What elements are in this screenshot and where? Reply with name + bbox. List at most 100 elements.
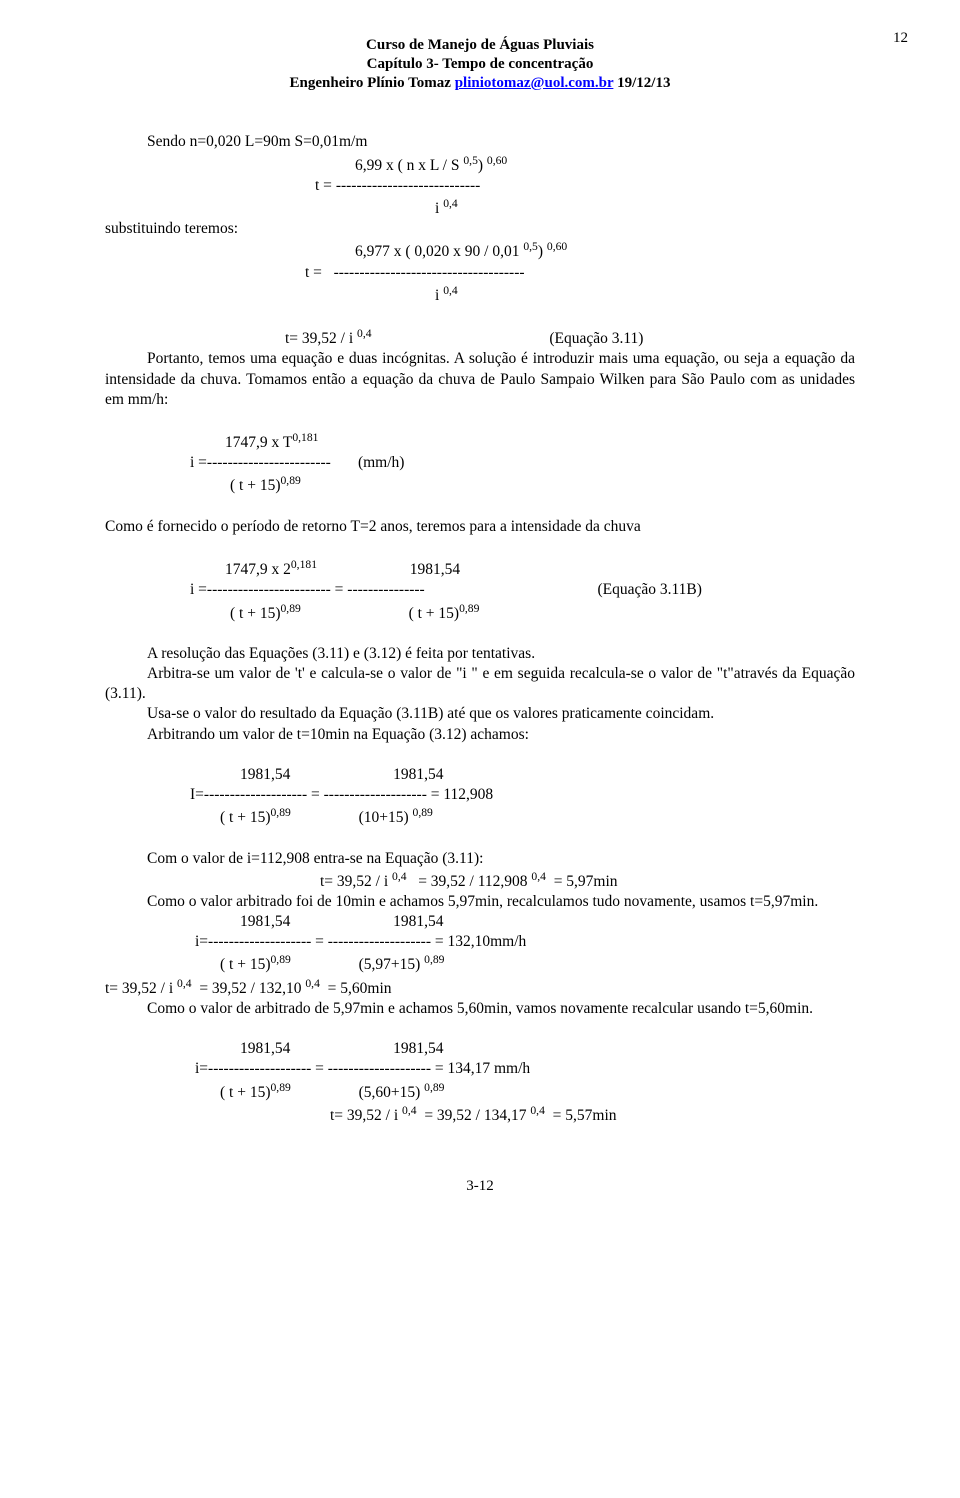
- superscript: 0,181: [291, 558, 317, 571]
- text: i=-------------------- = ---------------…: [195, 1060, 530, 1077]
- page-number: 12: [893, 30, 908, 47]
- paragraph: Como é fornecido o período de retorno T=…: [105, 517, 855, 537]
- text: t= 39,52 / i: [320, 873, 392, 890]
- formula-line: i=-------------------- = ---------------…: [195, 932, 855, 952]
- formula-line: I=-------------------- = ---------------…: [190, 785, 855, 805]
- text: (mm/h): [358, 454, 405, 471]
- formula-line: i =------------------------ (mm/h): [190, 453, 855, 473]
- superscript: 0,60: [547, 240, 567, 253]
- text: ): [538, 243, 547, 260]
- text: 1981,54: [393, 766, 443, 783]
- formula-denominator: ( t + 15)0,89 (5,97+15) 0,89: [220, 952, 855, 975]
- formula-denominator: i 0,4: [435, 283, 855, 306]
- text: = 39,52 / 132,10: [192, 980, 306, 997]
- text: ( t + 15): [230, 478, 281, 495]
- email-link[interactable]: pliniotomaz@uol.com.br: [455, 75, 614, 91]
- header-line-1: Curso de Manejo de Águas Pluviais: [105, 36, 855, 55]
- formula-block: 1981,54 1981,54: [240, 912, 855, 932]
- text: t= 39,52 / i: [330, 1107, 402, 1124]
- paragraph: Arbitra-se um valor de 't' e calcula-se …: [105, 664, 855, 704]
- superscript: 0,5: [523, 240, 538, 253]
- superscript: 0,89: [281, 474, 301, 487]
- equation-label: (Equação 3.11): [549, 330, 643, 347]
- text: = 39,52 / 134,17: [417, 1107, 531, 1124]
- text: ( t + 15): [220, 1084, 271, 1101]
- superscript: 0,4: [357, 327, 372, 340]
- text: 1981,54: [240, 766, 290, 783]
- formula-denominator: ( t + 15)0,89: [230, 473, 855, 496]
- superscript: 0,89: [281, 602, 301, 615]
- paragraph: Sendo n=0,020 L=90m S=0,01m/m: [105, 132, 855, 152]
- text: i =------------------------ = ----------…: [190, 581, 425, 598]
- text: = 5,57min: [545, 1107, 617, 1124]
- superscript: 0,60: [487, 153, 507, 166]
- superscript: 0,89: [271, 953, 291, 966]
- superscript: 0,4: [305, 977, 320, 990]
- superscript: 0,4: [392, 870, 407, 883]
- equation-label: (Equação 3.11B): [597, 581, 701, 598]
- formula-denominator: i 0,4: [435, 196, 855, 219]
- text: t= 39,52 / i: [285, 330, 357, 347]
- document-header: Curso de Manejo de Águas Pluviais Capítu…: [105, 36, 855, 92]
- paragraph: A resolução das Equações (3.11) e (3.12)…: [105, 644, 855, 664]
- equation-line: t= 39,52 / i 0,4 (Equação 3.11): [285, 326, 855, 349]
- text: = 39,52 / 112,908: [407, 873, 532, 890]
- text: = 5,60min: [320, 980, 392, 997]
- superscript: 0,4: [443, 284, 458, 297]
- formula-line: i =------------------------ = ----------…: [190, 580, 855, 600]
- text: ( t + 15): [220, 809, 271, 826]
- formula-denominator: ( t + 15)0,89 ( t + 15)0,89: [230, 601, 855, 624]
- text: ----------------------------: [336, 177, 481, 194]
- superscript: 0,4: [177, 977, 192, 990]
- formula-denominator: ( t + 15)0,89 (10+15) 0,89: [220, 805, 855, 828]
- text: 1747,9 x 2: [225, 561, 291, 578]
- text: 1981,54: [240, 913, 290, 930]
- formula-line: t = ------------------------------------…: [305, 263, 855, 283]
- text: (5,97+15): [359, 957, 425, 974]
- text: t= 39,52 / i: [105, 980, 177, 997]
- formula-block: 6,99 x ( n x L / S 0,5) 0,60: [355, 152, 855, 175]
- paragraph: Arbitrando um valor de t=10min na Equaçã…: [105, 725, 855, 745]
- formula-block: 6,977 x ( 0,020 x 90 / 0,01 0,5) 0,60: [355, 239, 855, 262]
- text: 1981,54: [393, 1040, 443, 1057]
- header-line-2: Capítulo 3- Tempo de concentração: [105, 55, 855, 74]
- text: 1981,54: [240, 1040, 290, 1057]
- formula-numerator: 6,99 x ( n x L / S 0,5) 0,60: [355, 157, 507, 174]
- superscript: 0,89: [459, 602, 479, 615]
- equation-line: t= 39,52 / i 0,4 = 39,52 / 112,908 0,4 =…: [320, 869, 855, 892]
- text: i =------------------------: [190, 454, 331, 471]
- body-content: Sendo n=0,020 L=90m S=0,01m/m 6,99 x ( n…: [105, 132, 855, 1126]
- formula-block: 1981,54 1981,54: [240, 1039, 855, 1059]
- paragraph: Como o valor arbitrado foi de 10min e ac…: [105, 892, 855, 912]
- footer-page-number: 3-12: [105, 1178, 855, 1195]
- text: -------------------------------------: [334, 264, 525, 281]
- text: (5,60+15): [359, 1084, 425, 1101]
- equation-line: t= 39,52 / i 0,4 = 39,52 / 134,17 0,4 = …: [330, 1103, 855, 1126]
- text: 1981,54: [393, 913, 443, 930]
- superscript: 0,89: [271, 806, 291, 819]
- text: ): [478, 157, 487, 174]
- text: I=-------------------- = ---------------…: [190, 786, 493, 803]
- superscript: 0,4: [402, 1104, 417, 1117]
- text: 6,99 x ( n x L / S: [355, 157, 463, 174]
- formula-line: i=-------------------- = ---------------…: [195, 1059, 855, 1079]
- text: 1981,54: [410, 561, 460, 578]
- superscript: 0,4: [443, 197, 458, 210]
- header-prefix: Engenheiro Plínio Tomaz: [290, 75, 455, 91]
- text: i=-------------------- = ---------------…: [195, 933, 526, 950]
- text: ( t + 15): [230, 605, 281, 622]
- superscript: 0,89: [271, 1081, 291, 1094]
- header-date: 19/12/13: [613, 75, 670, 91]
- text: ( t + 15): [409, 605, 460, 622]
- superscript: 0,4: [531, 870, 546, 883]
- paragraph: Com o valor de i=112,908 entra-se na Equ…: [105, 849, 855, 869]
- equation-line: t= 39,52 / i 0,4 = 39,52 / 132,10 0,4 = …: [105, 976, 855, 999]
- text: t =: [315, 177, 336, 194]
- text: ( t + 15): [220, 957, 271, 974]
- formula-denominator: ( t + 15)0,89 (5,60+15) 0,89: [220, 1080, 855, 1103]
- paragraph: Usa-se o valor do resultado da Equação (…: [105, 704, 855, 724]
- page: 12 Curso de Manejo de Águas Pluviais Cap…: [0, 0, 960, 1255]
- text: = 5,97min: [546, 873, 618, 890]
- paragraph: substituindo teremos:: [105, 219, 855, 239]
- text: 1747,9 x T: [225, 434, 292, 451]
